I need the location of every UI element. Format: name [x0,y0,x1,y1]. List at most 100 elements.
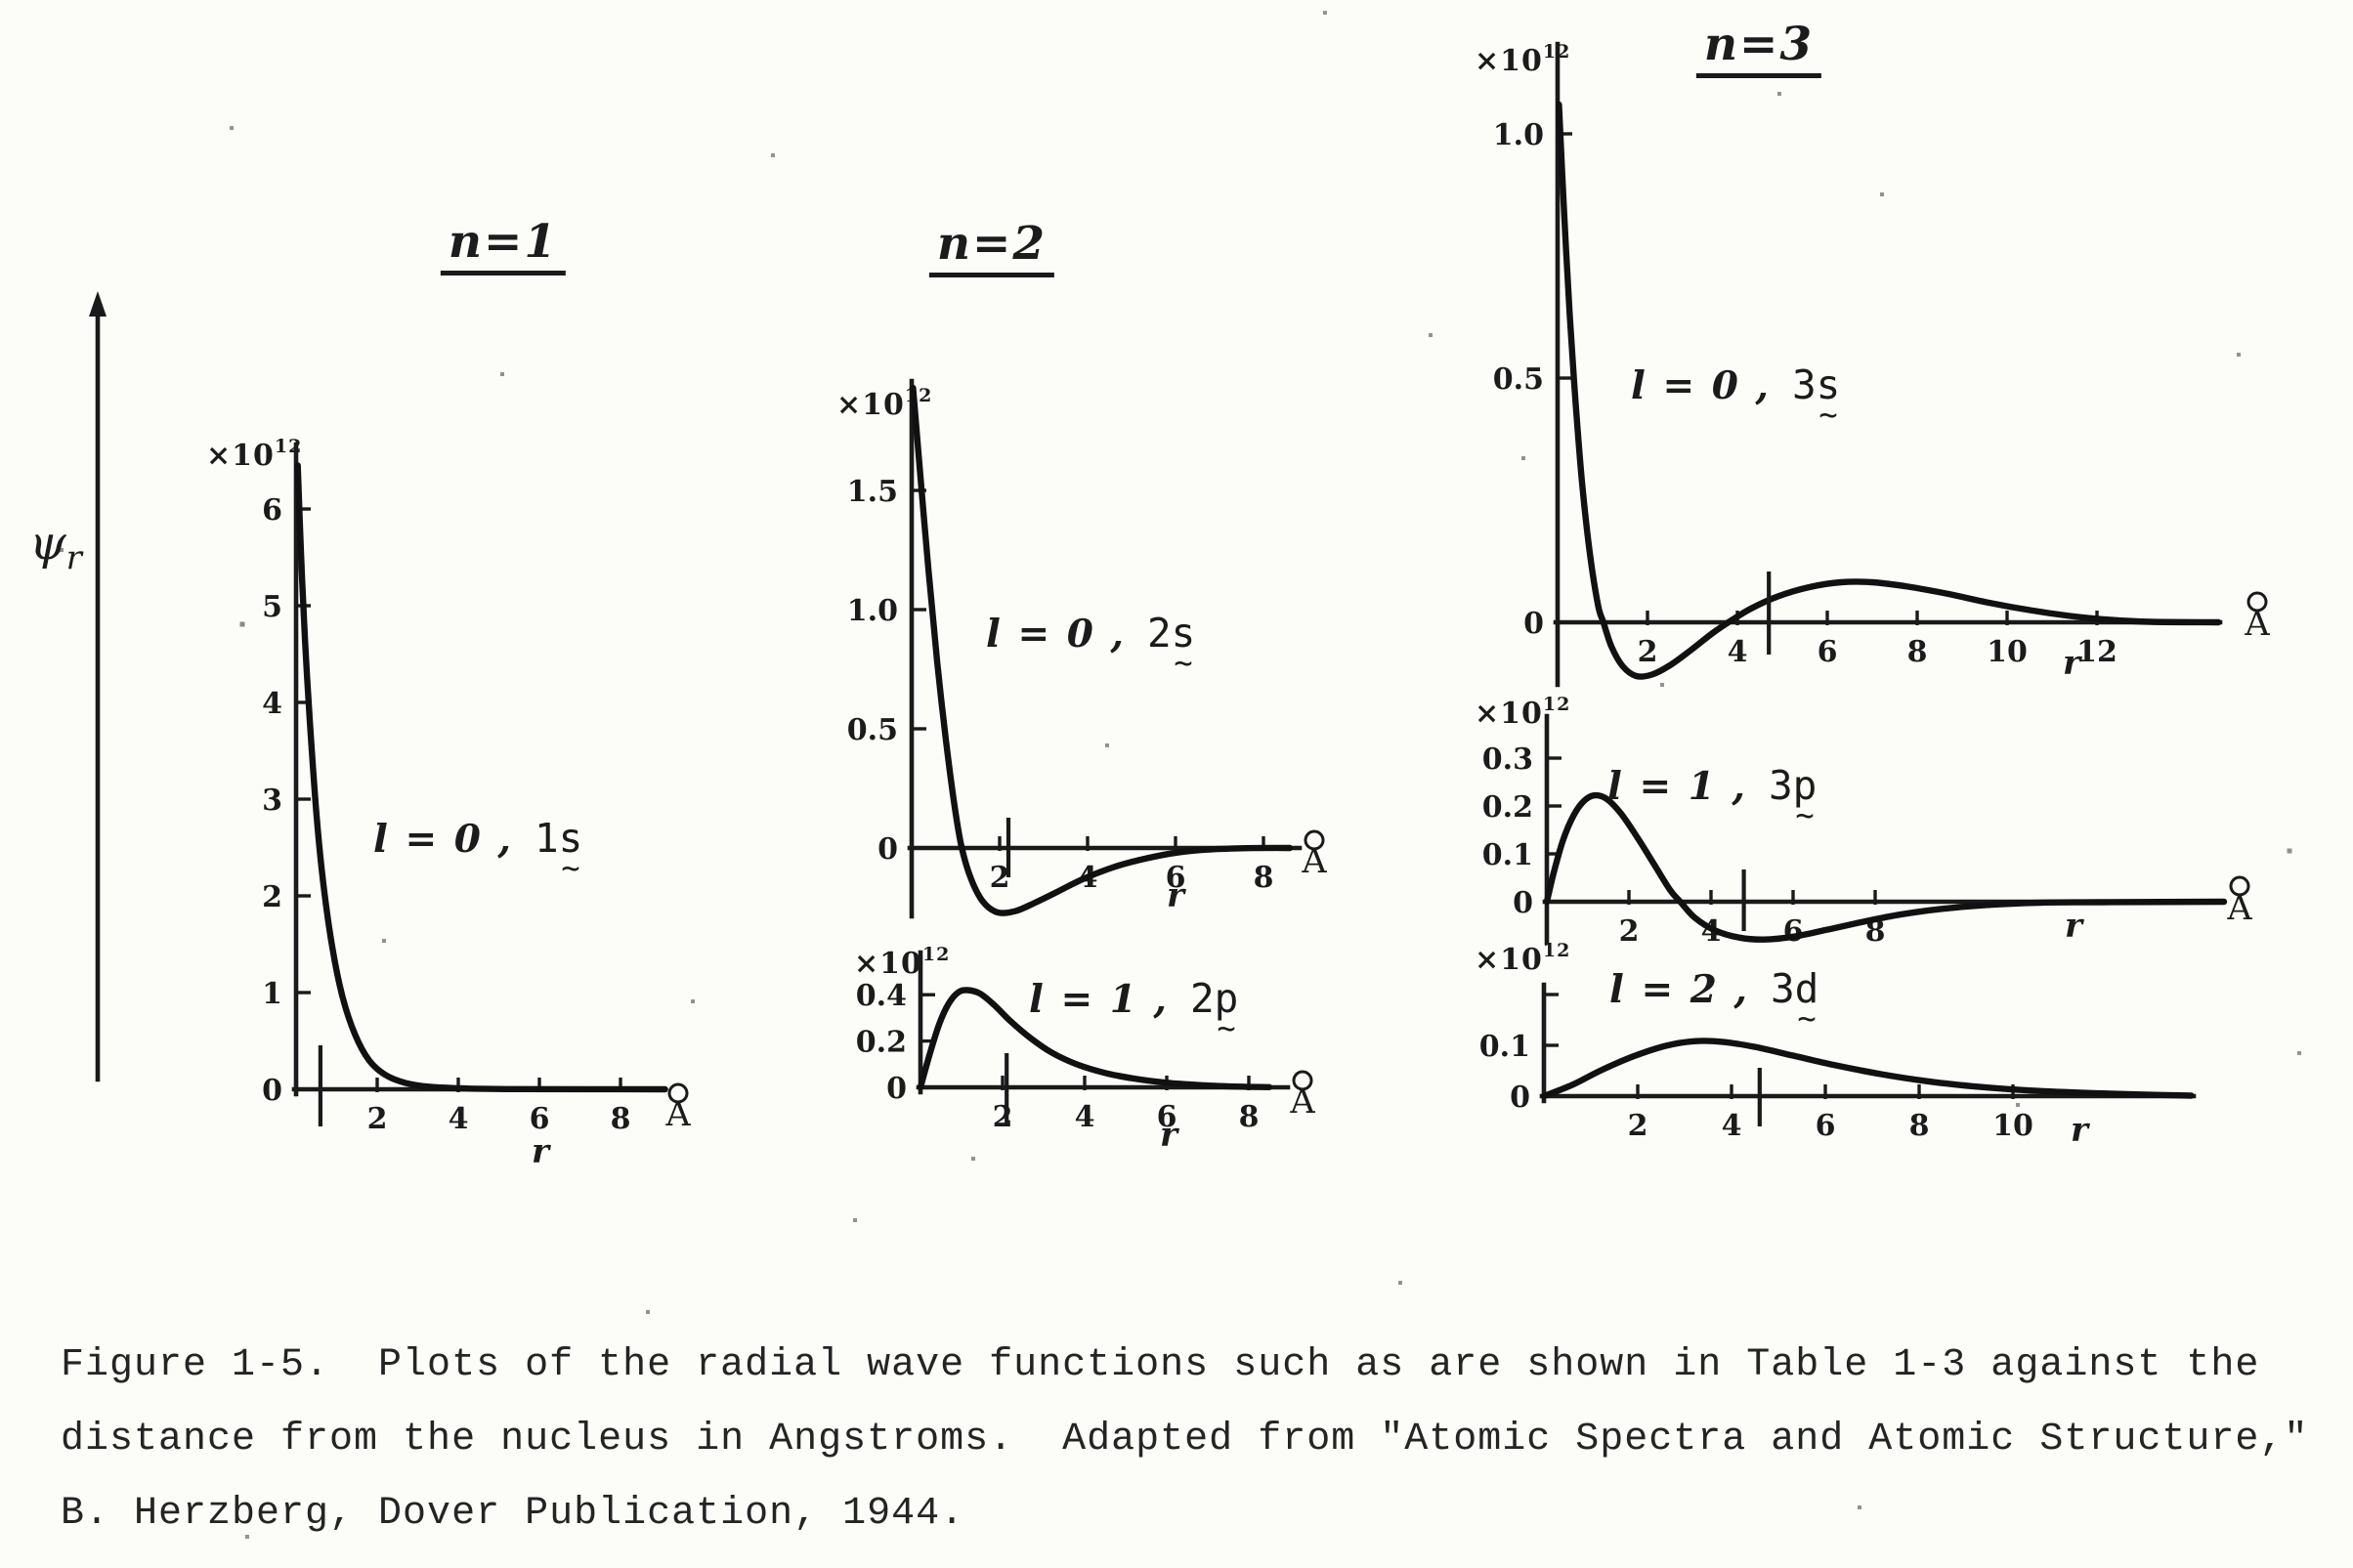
angstrom-unit-symbol: A [1301,842,1327,881]
x-tick-label: 10 [1992,1109,2033,1143]
plot-label-orbital: 1s [535,815,582,862]
plot-label-prefix: l = 1 , [1607,764,1747,809]
y-tick-label: 0.2 [1482,790,1533,825]
r-axis-label: r [532,1132,551,1171]
x-tick-label: 8 [1239,1100,1260,1134]
angstrom-unit-symbol: A [2226,889,2252,928]
plot-label-orbital: 2p [1190,975,1238,1022]
r-axis-label: r [1160,1116,1179,1155]
plot-label-orbital: 2s [1147,610,1195,657]
x-tick-label: 6 [530,1102,550,1136]
y-tick-label: 0.4 [856,979,907,1013]
x-tick-label: 8 [1907,635,1928,669]
y-tick-label: 6 [262,493,282,528]
y-tick-label: 1.5 [847,475,898,509]
orbital-tilde: ~ [1174,644,1192,681]
x-tick-label: 4 [1728,635,1748,669]
r-axis-label: r [2063,644,2082,683]
plot-label-prefix: l = 2 , [1609,967,1749,1012]
psi-symbol: ψ [29,516,66,571]
x-tick-label: 4 [1722,1109,1742,1143]
y-tick-label: 0.5 [847,713,898,747]
x-tick-label: 8 [611,1102,631,1136]
r-axis-label: r [2065,907,2084,946]
y-tick-label: 0.3 [1482,742,1533,777]
y-tick-label: 3 [262,784,282,818]
orbital-tilde: ~ [1795,796,1814,833]
angstrom-ring-icon [1304,829,1325,851]
x-tick-label: 2 [1628,1109,1648,1143]
x-tick-label: 2 [367,1102,388,1136]
y-tick-label: 5 [262,590,282,624]
orbital-tilde: ~ [1818,396,1837,433]
caption-line-2: distance from the nucleus in Angstroms. … [61,1418,2309,1462]
x-tick-label: 2 [993,1100,1013,1134]
angstrom-ring-icon [2246,591,2268,613]
plot-label-prefix: l = 1 , [1029,977,1169,1022]
r-axis-label: r [1167,876,1186,915]
y-tick-label: 0 [886,1072,907,1106]
x-tick-label: 8 [1254,861,1274,895]
curve-2s [910,384,1294,916]
column-title-n3: n=3 [1695,18,1822,78]
y-tick-label: 0.1 [1479,1030,1530,1064]
plot-1s: 6 5 4 3 2 1 0 2 4 6 8 ×1012 Ar l = 0 , 1s~ [206,436,691,1171]
y-tick-label: 1 [262,977,282,1011]
column-title-n2: n=2 [928,217,1055,277]
curve-3d [1540,1038,2195,1100]
x-tick-label: 4 [449,1102,469,1136]
plot-3d: 0.1 0 2 4 6 8 10 ×1012 r l = 2 , 3d~ [1475,940,2197,1150]
angstrom-unit-symbol: A [664,1095,691,1134]
curve-3s [1556,101,2222,680]
scale-label: ×1012 [854,944,950,981]
x-tick-label: 2 [990,861,1010,895]
angstrom-unit-symbol: A [2244,605,2270,644]
plot-label-orbital: 3d [1771,965,1818,1012]
x-tick-label: 10 [1987,635,2028,669]
x-tick-label: 6 [1818,635,1838,669]
orbital-tilde: ~ [561,849,579,886]
scale-label: ×1012 [1475,694,1570,731]
y-tick-label: 0 [262,1074,282,1108]
y-tick-label: 2 [262,880,282,914]
plot-label-prefix: l = 0 , [986,612,1126,657]
curve-1s [294,462,668,1093]
angstrom-ring-icon [2229,875,2250,897]
x-tick-label: 8 [1909,1109,1930,1143]
scale-label: ×1012 [1475,940,1570,977]
y-tick-label: 0 [1510,1081,1530,1115]
r-axis-label: r [2071,1111,2090,1150]
scan-noise [0,0,2,2]
x-tick-label: 12 [2076,635,2118,669]
scale-label: ×1012 [206,436,302,473]
x-tick-label: 2 [1619,914,1640,949]
curve-3p [1543,791,2228,943]
y-tick-label: 1.0 [1493,118,1544,152]
y-tick-label: 0.1 [1482,838,1533,872]
psi-axis-label: ψr [29,516,82,578]
plot-label-prefix: l = 0 , [1631,363,1771,408]
x-tick-label: 6 [1783,914,1804,949]
caption-line-1: Figure 1-5. Plots of the radial wave fun… [61,1343,2260,1387]
caption-line-3: B. Herzberg, Dover Publication, 1944. [61,1492,965,1536]
y-tick-label: 0 [1523,607,1544,641]
x-tick-label: 6 [1166,861,1186,895]
y-tick-label: 0 [877,832,898,867]
curve-2p [917,987,1273,1091]
y-tick-label: 1.0 [847,594,898,628]
x-tick-label: 4 [1075,1100,1095,1134]
psi-subscript: r [65,538,82,578]
y-tick-label: 0.5 [1493,362,1544,397]
orbital-tilde: ~ [1797,999,1816,1037]
psi-axis-arrowhead-icon [89,291,107,317]
x-tick-label: 6 [1816,1109,1836,1143]
orbital-tilde: ~ [1217,1009,1235,1046]
angstrom-ring-icon [1292,1070,1313,1091]
column-title-n1: n=1 [440,215,567,275]
plot-label-prefix: l = 0 , [373,817,513,862]
